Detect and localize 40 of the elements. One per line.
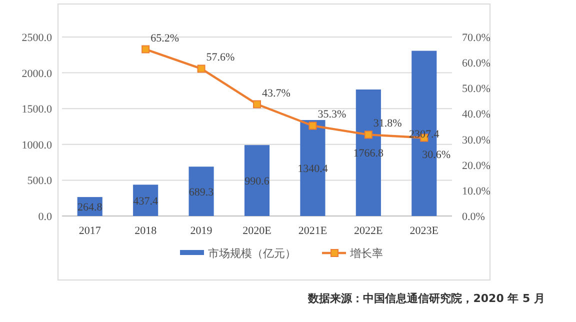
x-tick-label: 2020E — [242, 225, 272, 237]
data-label: 990.6 — [244, 176, 270, 188]
data-label: 65.2% — [150, 32, 179, 44]
data-label: 43.7% — [262, 87, 290, 100]
legend-label: 市场规模（亿元） — [208, 247, 296, 260]
y2-tick-label: 30.0% — [462, 134, 490, 146]
y-tick-label: 2500.0 — [22, 32, 52, 44]
point — [253, 100, 261, 108]
bar — [133, 184, 158, 216]
legend-label: 增长率 — [349, 247, 383, 260]
y2-tick-label: 20.0% — [462, 160, 490, 172]
y-tick-label: 1500.0 — [22, 104, 52, 116]
y2-tick-label: 50.0% — [462, 83, 490, 96]
data-label: 264.8 — [77, 202, 103, 214]
y-tick-label: 0.0 — [38, 211, 52, 223]
point — [308, 122, 317, 130]
data-label: 689.3 — [188, 186, 214, 198]
bar — [188, 166, 214, 216]
point — [364, 130, 372, 139]
source-note: 数据来源：中国信息通信研究院，2020 年 5 月 — [307, 292, 545, 305]
y-tick-label: 1000.0 — [22, 139, 52, 152]
y2-tick-label: 10.0% — [462, 185, 490, 198]
y-tick-label: 500.0 — [27, 175, 52, 188]
y-tick-label: 2000.0 — [22, 68, 52, 80]
data-label: 437.4 — [133, 195, 158, 208]
x-tick-label: 2017 — [78, 225, 102, 237]
bar — [244, 145, 270, 216]
x-tick-label: 2021E — [298, 225, 328, 237]
point — [142, 45, 150, 54]
y2-tick-label: 0.0% — [462, 211, 485, 223]
data-label: 57.6% — [206, 52, 235, 64]
y2-tick-label: 70.0% — [462, 32, 490, 44]
data-label: 35.3% — [318, 108, 346, 121]
x-tick-label: 2018 — [134, 225, 158, 237]
y2-tick-label: 40.0% — [462, 108, 490, 121]
x-tick-label: 2019 — [190, 225, 213, 237]
x-tick-label: 2022E — [354, 225, 384, 237]
y2-tick-label: 60.0% — [462, 58, 490, 70]
point — [197, 64, 206, 73]
x-tick-label: 2023E — [410, 225, 439, 237]
